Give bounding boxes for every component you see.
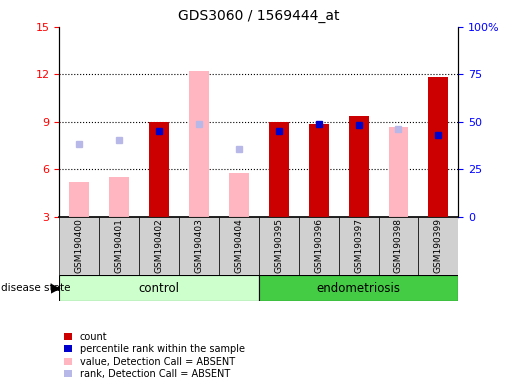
Bar xyxy=(428,77,449,217)
Bar xyxy=(99,217,139,275)
Text: control: control xyxy=(139,281,180,295)
Bar xyxy=(418,217,458,275)
Text: GSM190398: GSM190398 xyxy=(394,218,403,273)
Bar xyxy=(219,217,259,275)
Text: ▶: ▶ xyxy=(50,281,60,295)
Legend: count, percentile rank within the sample, value, Detection Call = ABSENT, rank, : count, percentile rank within the sample… xyxy=(64,332,245,379)
Text: GSM190404: GSM190404 xyxy=(234,218,243,273)
Bar xyxy=(308,124,329,217)
Bar xyxy=(388,127,408,217)
Text: GSM190400: GSM190400 xyxy=(75,218,83,273)
Text: GSM190396: GSM190396 xyxy=(314,218,323,273)
Bar xyxy=(379,217,418,275)
Text: endometriosis: endometriosis xyxy=(317,281,401,295)
Bar xyxy=(259,275,458,301)
Bar xyxy=(229,173,249,217)
Bar xyxy=(149,122,169,217)
Bar xyxy=(109,177,129,217)
Text: GSM190403: GSM190403 xyxy=(195,218,203,273)
Bar xyxy=(179,217,219,275)
Bar xyxy=(339,217,379,275)
Bar xyxy=(139,217,179,275)
Bar xyxy=(349,116,369,217)
Bar xyxy=(299,217,339,275)
Bar xyxy=(59,275,259,301)
Bar xyxy=(259,217,299,275)
Bar xyxy=(189,71,209,217)
Text: GSM190401: GSM190401 xyxy=(115,218,124,273)
Text: GSM190395: GSM190395 xyxy=(274,218,283,273)
Bar xyxy=(69,182,89,217)
Bar xyxy=(59,217,99,275)
Text: GSM190399: GSM190399 xyxy=(434,218,443,273)
Text: GSM190402: GSM190402 xyxy=(154,218,163,273)
Text: GSM190397: GSM190397 xyxy=(354,218,363,273)
Text: disease state: disease state xyxy=(1,283,71,293)
Bar xyxy=(269,122,289,217)
Title: GDS3060 / 1569444_at: GDS3060 / 1569444_at xyxy=(178,9,339,23)
